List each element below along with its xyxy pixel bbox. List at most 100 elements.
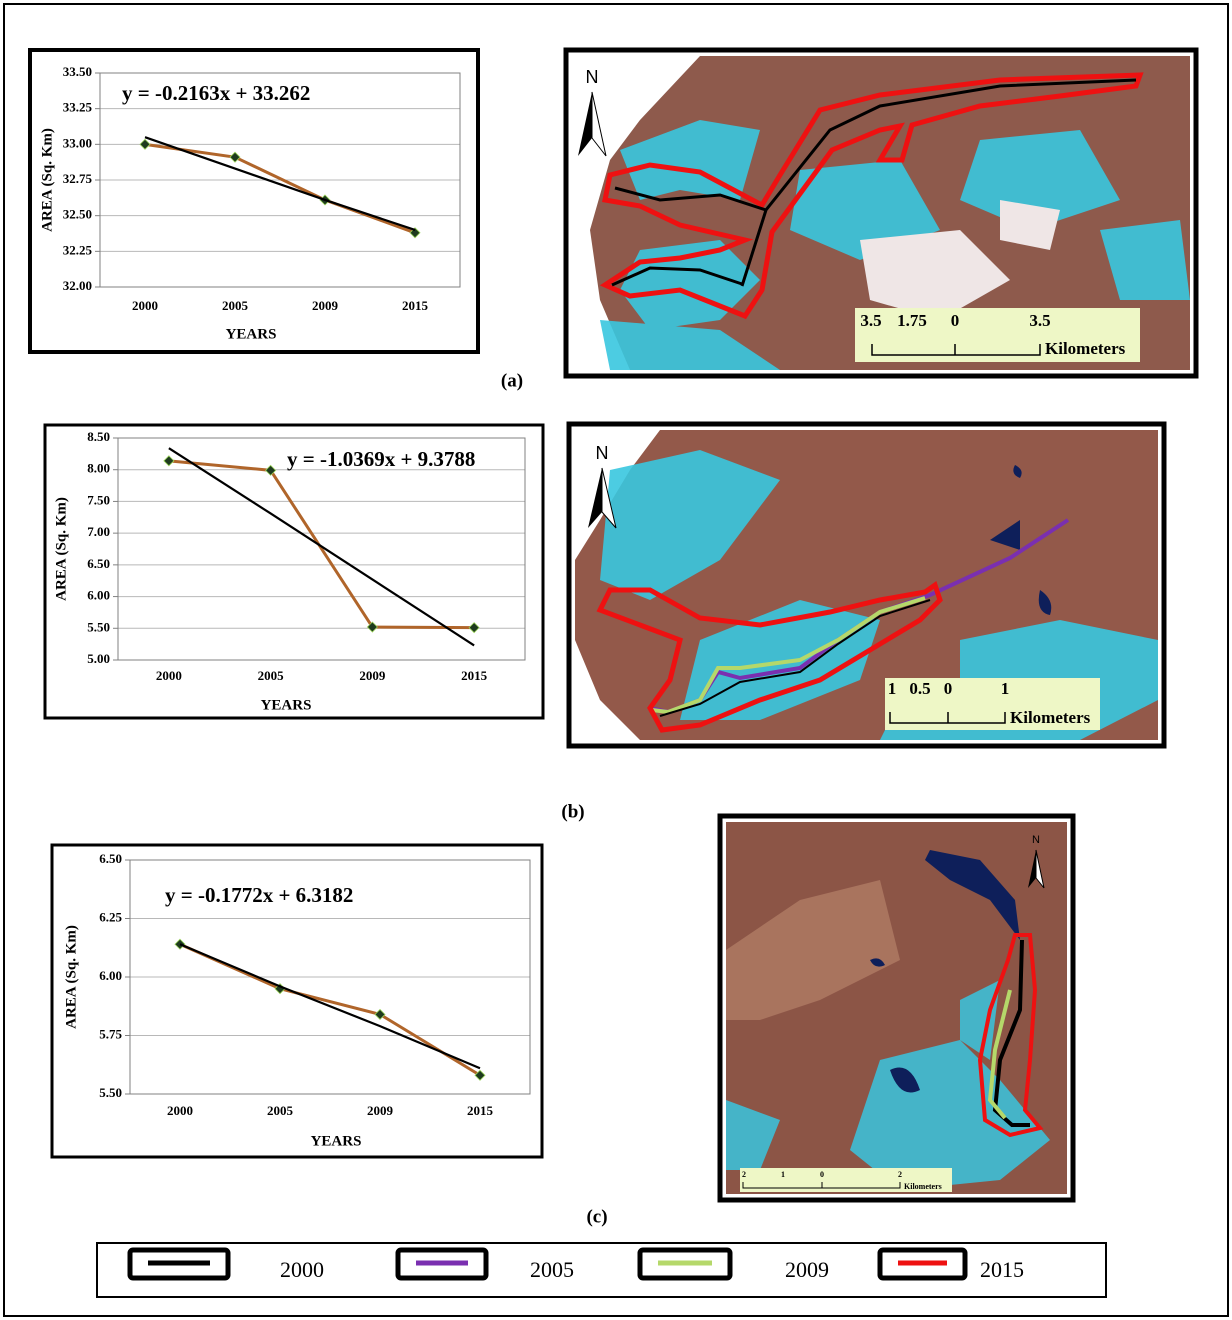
y-axis-label: AREA (Sq. Km) — [39, 128, 55, 232]
north-arrow — [601, 467, 617, 529]
map: N 3.5 1.75 0 3.5 Kilometers — [563, 47, 1199, 379]
data-point — [229, 151, 241, 163]
scale-label: 2 — [742, 1170, 746, 1179]
map: N 1 0.5 0 1 Kilometers — [566, 421, 1167, 749]
north-arrow — [1028, 850, 1036, 888]
north-arrow — [588, 468, 602, 528]
chart-box — [50, 843, 544, 1159]
y-tick-label: 8.50 — [87, 429, 110, 444]
north-label: N — [596, 443, 609, 463]
scale-label: 3.5 — [860, 311, 881, 330]
outline-2009 — [651, 596, 926, 715]
data-point — [366, 621, 378, 633]
north-arrow — [1035, 849, 1045, 889]
x-tick-label: 2000 — [167, 1103, 193, 1118]
scale-label: 1.75 — [897, 311, 927, 330]
x-tick-label: 2000 — [132, 298, 158, 313]
north-label: N — [1032, 834, 1040, 846]
scale-box — [855, 308, 1140, 362]
outline-2015 — [977, 933, 1044, 1138]
y-tick-label: 5.75 — [99, 1026, 122, 1041]
scale-unit: Kilometers — [904, 1182, 942, 1191]
scale-label: 1 — [1001, 679, 1010, 698]
x-tick-label: 2005 — [222, 298, 249, 313]
outline-2009 — [987, 989, 1012, 1120]
plot-frame — [99, 72, 461, 288]
y-tick-label: 5.50 — [99, 1085, 122, 1100]
scale-bar — [871, 344, 1041, 356]
x-tick-label: 2009 — [367, 1103, 394, 1118]
y-tick-label: 6.00 — [99, 968, 122, 983]
y-tick-label: 32.25 — [63, 242, 93, 257]
data-point — [468, 622, 480, 634]
map-slope — [726, 880, 900, 1020]
outline-2015 — [596, 581, 943, 733]
x-tick-label: 2005 — [267, 1103, 294, 1118]
y-axis-label: AREA (Sq. Km) — [63, 925, 79, 1029]
data-point — [139, 138, 151, 150]
annotation: y = -0.2163x + 33.262 — [122, 81, 310, 105]
trend-line — [179, 943, 481, 1070]
outline-2000 — [992, 939, 1030, 1127]
scale-label: 1 — [781, 1170, 785, 1179]
map: N 2 1 0 2 Kilometers — [717, 813, 1076, 1203]
data-line — [144, 142, 416, 235]
y-tick-label: 6.50 — [99, 851, 122, 866]
legend-label: 2000 — [280, 1257, 324, 1282]
annotation: y = -0.1772x + 6.3182 — [165, 883, 353, 907]
trend-line — [168, 447, 475, 647]
data-point — [409, 227, 421, 239]
data-line — [168, 459, 475, 630]
y-tick-label: 6.00 — [87, 588, 110, 603]
y-tick-label: 8.00 — [87, 461, 110, 476]
legend-label: 2009 — [785, 1257, 829, 1282]
x-tick-label: 2015 — [402, 298, 429, 313]
map-ice — [726, 980, 1050, 1190]
north-label: N — [586, 67, 599, 87]
scale-label: 0 — [944, 679, 953, 698]
x-axis-label: YEARS — [261, 697, 312, 713]
scale-label: 1 — [888, 679, 897, 698]
scale-unit: Kilometers — [1045, 339, 1126, 358]
chart-box — [43, 423, 545, 720]
scale-unit: Kilometers — [1010, 708, 1091, 727]
x-tick-label: 2000 — [156, 668, 182, 683]
y-tick-label: 6.50 — [87, 556, 110, 571]
x-tick-label: 2009 — [312, 298, 339, 313]
trend-line — [144, 136, 416, 231]
y-axis-label: AREA (Sq. Km) — [53, 497, 69, 601]
map-lake — [925, 850, 1020, 940]
y-tick-label: 33.00 — [63, 135, 92, 150]
outline-2000 — [659, 599, 931, 717]
plot-frame — [129, 859, 531, 1095]
y-tick-label: 5.00 — [87, 651, 110, 666]
map-lake — [870, 958, 920, 1093]
scale-bar — [742, 1182, 901, 1189]
data-point — [474, 1069, 486, 1081]
data-point — [265, 464, 277, 476]
y-tick-label: 32.50 — [63, 207, 92, 222]
y-tick-label: 33.25 — [63, 100, 93, 115]
legend-label: 2005 — [530, 1257, 574, 1282]
y-tick-label: 32.75 — [63, 171, 93, 186]
centerline-2000 — [611, 78, 1137, 287]
chart-box — [28, 48, 480, 354]
x-tick-label: 2015 — [461, 668, 488, 683]
scale-label: 0 — [951, 311, 960, 330]
north-arrow — [578, 92, 592, 156]
x-axis-label: YEARS — [226, 326, 277, 342]
x-tick-label: 2005 — [258, 668, 285, 683]
data-point — [374, 1008, 386, 1021]
y-tick-label: 7.00 — [87, 524, 110, 539]
map-cloud — [860, 200, 1060, 320]
x-axis-label: YEARS — [311, 1133, 362, 1149]
y-tick-label: 32.00 — [63, 278, 92, 293]
y-tick-label: 6.25 — [99, 909, 122, 924]
scale-label: 0.5 — [909, 679, 930, 698]
north-arrow — [591, 91, 607, 157]
panel-label: (a) — [501, 370, 523, 391]
panel-label: (c) — [586, 1206, 607, 1227]
map-lake — [990, 465, 1052, 615]
map-nodata — [572, 56, 700, 370]
